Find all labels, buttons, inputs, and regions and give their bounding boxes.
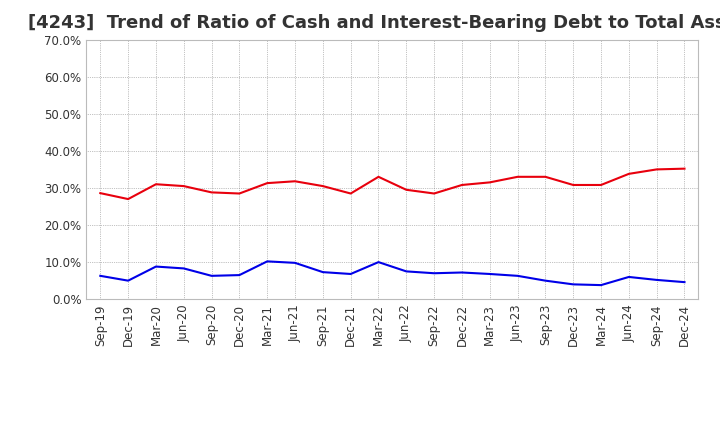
Cash (569, 182, 577, 187)
Interest-Bearing Debt (541, 278, 550, 283)
Cash (152, 182, 161, 187)
Cash (291, 179, 300, 184)
Cash (652, 167, 661, 172)
Cash (402, 187, 410, 192)
Cash (485, 180, 494, 185)
Interest-Bearing Debt (291, 260, 300, 265)
Interest-Bearing Debt (124, 278, 132, 283)
Cash (624, 171, 633, 176)
Cash (179, 183, 188, 189)
Cash (207, 190, 216, 195)
Interest-Bearing Debt (96, 273, 104, 279)
Interest-Bearing Debt (624, 274, 633, 279)
Interest-Bearing Debt (430, 271, 438, 276)
Interest-Bearing Debt (152, 264, 161, 269)
Cash (263, 180, 271, 186)
Title: [4243]  Trend of Ratio of Cash and Interest-Bearing Debt to Total Assets: [4243] Trend of Ratio of Cash and Intere… (28, 15, 720, 33)
Cash (680, 166, 689, 171)
Interest-Bearing Debt (374, 260, 383, 265)
Interest-Bearing Debt (179, 266, 188, 271)
Interest-Bearing Debt (402, 269, 410, 274)
Cash (124, 196, 132, 202)
Cash (96, 191, 104, 196)
Line: Interest-Bearing Debt: Interest-Bearing Debt (100, 261, 685, 285)
Interest-Bearing Debt (318, 269, 327, 275)
Cash (458, 182, 467, 187)
Cash (235, 191, 243, 196)
Interest-Bearing Debt (458, 270, 467, 275)
Interest-Bearing Debt (513, 273, 522, 279)
Interest-Bearing Debt (569, 282, 577, 287)
Cash (318, 183, 327, 189)
Interest-Bearing Debt (485, 271, 494, 277)
Interest-Bearing Debt (207, 273, 216, 279)
Cash (597, 182, 606, 187)
Cash (541, 174, 550, 180)
Interest-Bearing Debt (346, 271, 355, 277)
Cash (346, 191, 355, 196)
Cash (374, 174, 383, 180)
Interest-Bearing Debt (597, 282, 606, 288)
Interest-Bearing Debt (680, 279, 689, 285)
Interest-Bearing Debt (235, 272, 243, 278)
Cash (430, 191, 438, 196)
Line: Cash: Cash (100, 169, 685, 199)
Cash (513, 174, 522, 180)
Interest-Bearing Debt (652, 277, 661, 282)
Interest-Bearing Debt (263, 259, 271, 264)
